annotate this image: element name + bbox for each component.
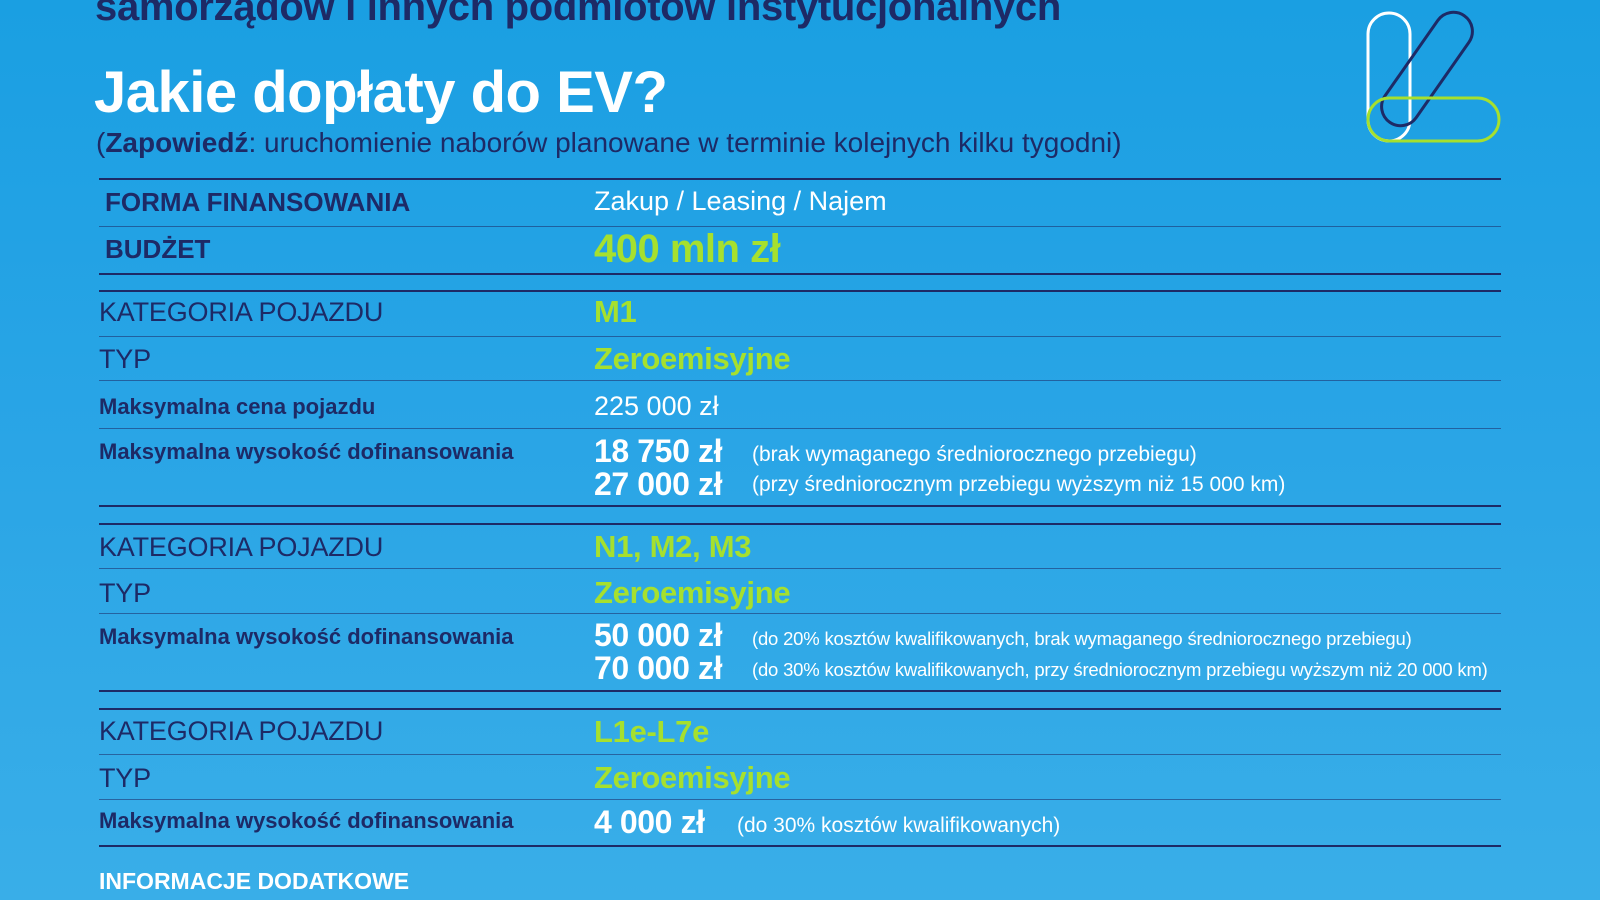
financing-form-value: Zakup / Leasing / Najem bbox=[594, 186, 887, 216]
type-value-n1: Zeroemisyjne bbox=[594, 575, 791, 610]
category-value-l: L1e-L7e bbox=[594, 714, 710, 749]
type-label-n1: TYP bbox=[99, 578, 151, 608]
category-value-n1: N1, M2, M3 bbox=[594, 529, 752, 564]
subtitle-bold-word: Zapowiedź bbox=[105, 127, 249, 158]
max-price-label: Maksymalna cena pojazdu bbox=[99, 394, 376, 419]
divider bbox=[99, 568, 1501, 569]
subtitle-open-paren: ( bbox=[96, 127, 106, 158]
page-subtitle: (Zapowiedź: uruchomienie naborów planowa… bbox=[96, 126, 1122, 160]
subsidy-amount-m1-base: 18 750 zł bbox=[594, 433, 723, 469]
section-divider bbox=[99, 523, 1501, 525]
budget-value: 400 mln zł bbox=[594, 227, 781, 271]
divider bbox=[99, 754, 1501, 755]
divider bbox=[99, 226, 1501, 227]
subsidy-note-l: (do 30% kosztów kwalifikowanych) bbox=[737, 814, 1061, 837]
subsidy-note-m1-base: (brak wymaganego średniorocznego przebie… bbox=[752, 443, 1197, 466]
divider bbox=[99, 505, 1501, 507]
type-value-m1: Zeroemisyjne bbox=[594, 341, 791, 376]
divider bbox=[99, 178, 1501, 180]
section-divider bbox=[99, 290, 1501, 292]
subsidy-note-n1-high: (do 30% kosztów kwalifikowanych, przy śr… bbox=[752, 659, 1488, 680]
type-value-l: Zeroemisyjne bbox=[594, 760, 791, 795]
divider bbox=[99, 845, 1501, 847]
page-title: Jakie dopłaty do EV? bbox=[94, 60, 668, 125]
header-top-line: samorządów i innych podmiotów instytucjo… bbox=[95, 0, 1061, 29]
type-label-l: TYP bbox=[99, 763, 151, 793]
subsidy-amount-m1-high: 27 000 zł bbox=[594, 466, 723, 502]
max-subsidy-label-l: Maksymalna wysokość dofinansowania bbox=[99, 808, 514, 833]
category-label-m1: KATEGORIA POJAZDU bbox=[99, 297, 384, 327]
subtitle-rest: : uruchomienie naborów planowane w termi… bbox=[248, 127, 1122, 158]
category-label-n1: KATEGORIA POJAZDU bbox=[99, 532, 384, 562]
category-label-l: KATEGORIA POJAZDU bbox=[99, 716, 384, 746]
subsidy-note-n1-base: (do 20% kosztów kwalifikowanych, brak wy… bbox=[752, 628, 1412, 649]
divider bbox=[99, 690, 1501, 692]
section-divider bbox=[99, 708, 1501, 710]
budget-label: BUDŻET bbox=[105, 234, 211, 264]
divider bbox=[99, 428, 1501, 429]
category-value-m1: M1 bbox=[594, 294, 637, 329]
subsidy-amount-n1-base: 50 000 zł bbox=[594, 617, 723, 653]
subsidy-amount-n1-high: 70 000 zł bbox=[594, 650, 723, 686]
program-logo-icon bbox=[1366, 10, 1501, 143]
divider bbox=[99, 380, 1501, 381]
divider bbox=[99, 336, 1501, 337]
max-subsidy-label-m1: Maksymalna wysokość dofinansowania bbox=[99, 439, 514, 464]
subsidy-amount-l: 4 000 zł bbox=[594, 804, 705, 840]
type-label-m1: TYP bbox=[99, 344, 151, 374]
divider bbox=[99, 799, 1501, 800]
max-price-value: 225 000 zł bbox=[594, 391, 719, 421]
additional-info-heading: INFORMACJE DODATKOWE bbox=[99, 868, 410, 894]
divider bbox=[99, 613, 1501, 614]
max-subsidy-label-n1: Maksymalna wysokość dofinansowania bbox=[99, 624, 514, 649]
divider bbox=[99, 273, 1501, 275]
subsidy-note-m1-high: (przy średniorocznym przebiegu wyższym n… bbox=[752, 473, 1286, 496]
financing-form-label: FORMA FINANSOWANIA bbox=[105, 187, 411, 217]
